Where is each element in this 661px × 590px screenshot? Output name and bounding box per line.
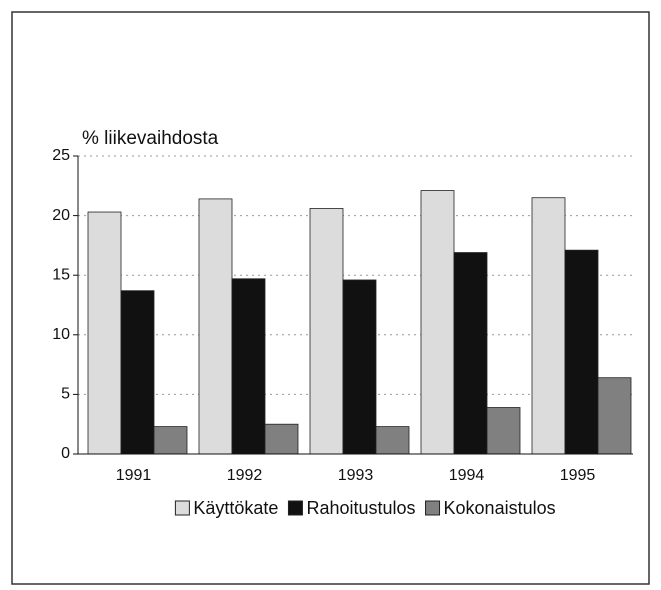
y-tick-label: 20 xyxy=(52,207,70,224)
legend-label: Käyttökate xyxy=(193,498,278,518)
legend-label: Kokonaistulos xyxy=(444,498,556,518)
y-tick-label: 0 xyxy=(61,445,70,462)
bar xyxy=(342,279,377,455)
legend-label: Rahoitustulos xyxy=(306,498,415,518)
legend-swatch xyxy=(425,500,441,516)
x-tick-label: 1992 xyxy=(227,467,263,484)
y-tick-label: 25 xyxy=(52,147,70,164)
y-tick-label: 5 xyxy=(61,386,70,403)
bar xyxy=(309,208,344,455)
y-tick-label: 10 xyxy=(52,326,70,343)
legend-swatch xyxy=(287,500,303,516)
bar xyxy=(120,290,155,455)
x-tick-label: 1991 xyxy=(116,467,152,484)
frame xyxy=(11,11,650,585)
bar xyxy=(453,252,488,455)
x-tick-label: 1993 xyxy=(338,467,374,484)
bar xyxy=(264,423,299,455)
bar xyxy=(153,426,188,455)
legend-swatch xyxy=(174,500,190,516)
bar xyxy=(486,407,521,455)
y-tick-label: 15 xyxy=(52,266,70,283)
bar xyxy=(597,377,632,455)
y-axis-label: % liikevaihdosta xyxy=(82,128,219,149)
bar xyxy=(198,198,233,455)
bar xyxy=(564,249,599,455)
bar xyxy=(231,278,266,455)
x-tick-label: 1994 xyxy=(449,467,485,484)
bar xyxy=(420,190,455,455)
bar xyxy=(531,197,566,455)
bar xyxy=(375,426,410,455)
bar xyxy=(87,211,122,455)
x-tick-label: 1995 xyxy=(560,467,596,484)
